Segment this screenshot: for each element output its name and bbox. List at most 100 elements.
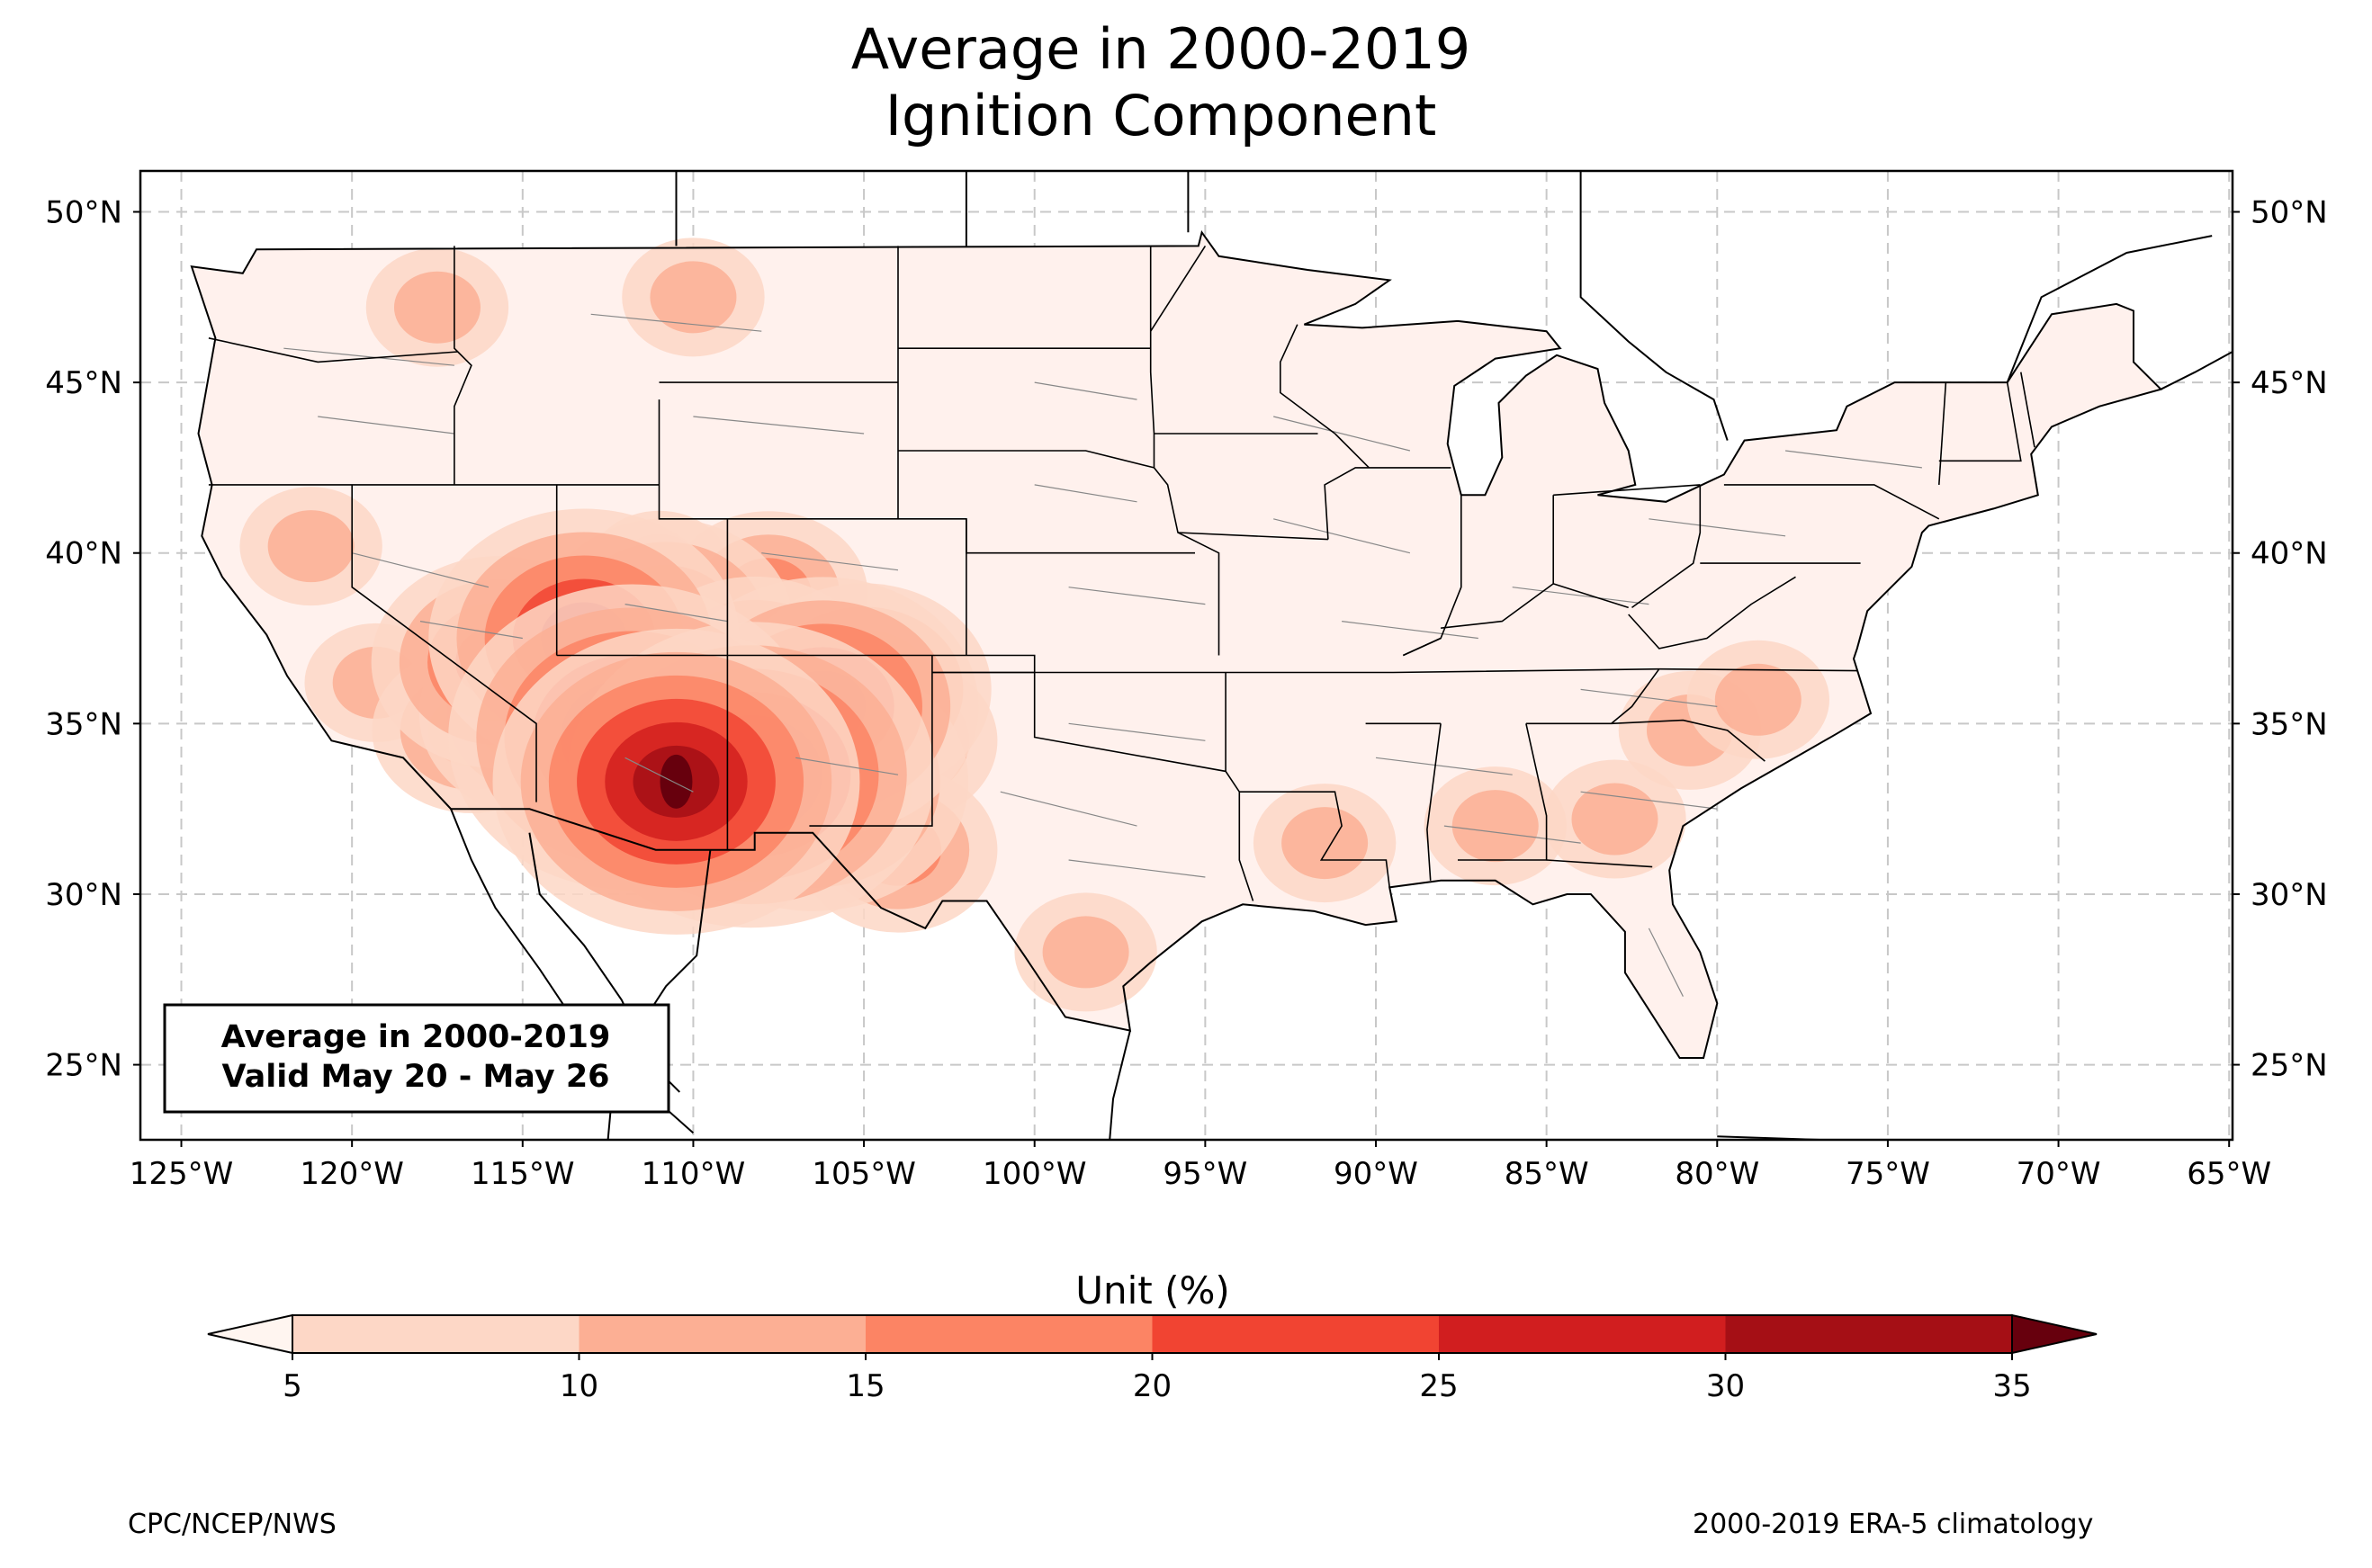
lat-tick-label-right: 50°N [2251,195,2328,231]
lat-tick-label-left: 50°N [45,195,122,231]
state-boundary [658,399,729,656]
inset-line2: Valid May 20 - May 26 [221,1059,609,1095]
lat-tick-label-left: 45°N [45,365,122,401]
state-boundary [898,450,1155,469]
lon-tick-label: 120°W [300,1156,404,1192]
state-boundary [208,337,458,363]
lon-tick-label: 65°W [2187,1156,2271,1192]
inset-box: Average in 2000-2019 Valid May 20 - May … [163,1003,670,1114]
county-line [1034,381,1137,400]
state-boundary [1402,637,1442,657]
state-boundary [809,655,933,827]
county-line [1273,518,1411,554]
lon-tick-label: 100°W [983,1156,1087,1192]
ignition-contour [1281,807,1369,880]
state-boundary [2020,372,2035,448]
colorbar-tick-label: 10 [560,1368,598,1404]
coastline [190,229,2163,1059]
colorbar-tick-label: 25 [1419,1368,1458,1404]
colorbar-tick-label: 20 [1133,1368,1172,1404]
colorbar-segment [1152,1315,1439,1353]
lon-tick-label: 115°W [471,1156,575,1192]
neighbor-coastline [1579,171,1729,441]
lat-tick-label-left: 35°N [45,706,122,742]
county-line [1068,722,1206,741]
county-line [761,552,899,571]
state-boundary [1611,668,1660,724]
colorbar-tick-label: 35 [1992,1368,2031,1404]
state-boundary [1441,495,1554,629]
state-boundary [1280,324,1335,435]
colorbar-under-extend [207,1313,293,1355]
county-line [1649,518,1786,537]
lat-tick-label-right: 40°N [2251,536,2328,572]
state-boundary [454,246,472,485]
county-line [1068,587,1206,605]
lat-tick-label-left: 40°N [45,536,122,572]
county-line [352,552,490,588]
colorbar-over-extend [2011,1313,2098,1355]
colorbar-segment [1725,1315,2012,1353]
lat-tick-label-right: 35°N [2251,706,2328,742]
county-line [590,313,762,332]
colorbar-segment [866,1315,1153,1353]
colorbar: Unit (%) 5 10 15 20 25 30 35 [207,1268,2098,1404]
county-line [1512,587,1649,605]
colorbar-label: Unit (%) [1075,1268,1230,1313]
neighbor-coastline [1109,1030,1131,1140]
ignition-contour [267,510,355,583]
county-line [1068,859,1206,878]
state-boundary [351,484,537,802]
colorbar-segment [579,1315,866,1353]
lon-tick-label: 80°W [1675,1156,1759,1192]
county-line [693,416,865,435]
map-frame [139,169,2234,1142]
state-boundary [1552,583,1629,609]
state-boundary [1628,576,1796,650]
chart-title: Average in 2000-2019 [850,16,1471,82]
state-boundaries [208,245,2035,901]
county-line [1375,757,1513,775]
county-line [1000,791,1137,827]
state-boundary [1938,382,1947,485]
neighbor-coastline [2006,235,2213,383]
state-boundary [1239,791,1390,888]
lon-tick-label: 125°W [130,1156,234,1192]
lon-tick-label: 70°W [2017,1156,2101,1192]
state-boundary [1150,245,1207,332]
state-boundary [1334,433,1370,469]
state-boundary [727,518,1195,554]
state-boundary [1426,723,1442,881]
lat-tick-label-right: 30°N [2251,877,2328,913]
lat-tick-label-left: 30°N [45,877,122,913]
county-line [1785,450,1922,469]
colorbar-tick-label: 30 [1706,1368,1745,1404]
county-line [624,604,728,623]
state-boundary [931,668,1857,674]
ignition-contour [1571,783,1658,856]
county-line [1273,416,1411,452]
neighbor-coastline [2160,351,2233,390]
colorbar-segment [1439,1315,1726,1353]
state-boundary [1033,672,1254,901]
colorbar-segment [292,1315,580,1353]
lon-tick-label: 110°W [642,1156,746,1192]
lat-tick-label-right: 25°N [2251,1048,2328,1084]
county-line [795,757,899,775]
chart-subtitle: Ignition Component [885,83,1437,148]
county-line [1342,621,1478,640]
ignition-field [239,237,1829,1012]
state-boundary [1723,484,1940,520]
ignition-contour [650,261,737,334]
county-line [1443,825,1581,844]
state-boundary [1631,484,1702,609]
county-line [624,757,694,793]
lon-tick-label: 85°W [1505,1156,1589,1192]
county-line [1580,791,1718,810]
footer-climatology: 2000-2019 ERA-5 climatology [1693,1509,2094,1540]
ignition-contour [1451,790,1539,863]
lat-tick-label-left: 25°N [45,1048,122,1084]
lon-tick-label: 95°W [1163,1156,1247,1192]
ignition-peak [660,754,693,809]
footer-source: CPC/NCEP/NWS [128,1509,337,1540]
